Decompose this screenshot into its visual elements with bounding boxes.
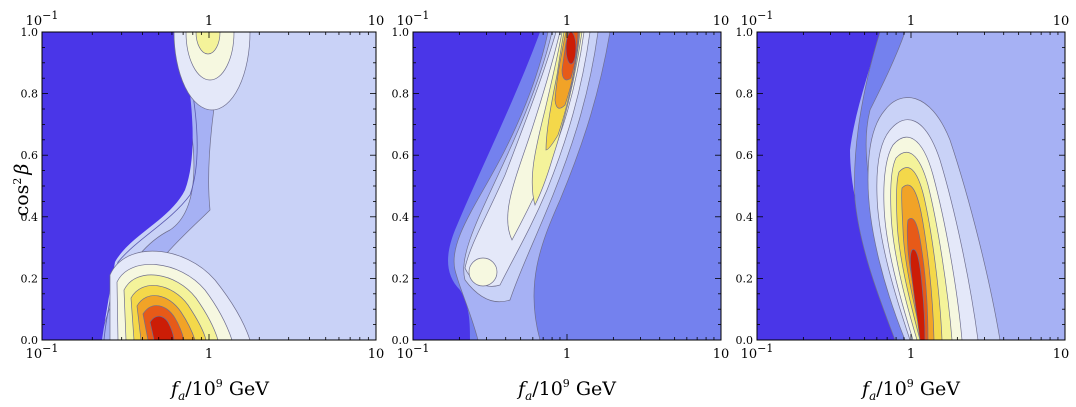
- panel-middle: 10−1 1 10 10−1 1 10 0.0 0.2 0.4 0.6 0.8 1.0: [392, 9, 730, 362]
- svg-text:fa/109 GeV: fa/109 GeV: [516, 377, 616, 403]
- contour-level-0: [757, 32, 900, 340]
- panel-left-contours: [42, 32, 376, 340]
- x-tick-label-top: 10−1: [397, 9, 430, 29]
- x-tick-label-top: 1: [563, 14, 571, 29]
- contour-level-10: [909, 249, 926, 340]
- y-tick-label: 0.8: [736, 88, 754, 101]
- xlabel-sub: a: [525, 389, 532, 403]
- ylabel-cos: cos: [11, 185, 33, 217]
- svg-text:fa/109 GeV: fa/109 GeV: [860, 377, 960, 403]
- y-tick-label: 0.4: [736, 211, 754, 224]
- svg-text:cos2β: cos2 β: [11, 164, 33, 217]
- x-tick-label: 10: [713, 347, 730, 362]
- x-axis-label-left: fa/109 GeV: [169, 377, 269, 403]
- x-tick-label: 1: [205, 347, 213, 362]
- xlabel-unit: GeV: [914, 378, 960, 400]
- x-axis-label-right: fa/109 GeV: [860, 377, 960, 403]
- panel-right: 10−1 1 10 10−1 1 10 0.0 0.2 0.4 0.6 0.8 1.0: [736, 9, 1070, 362]
- svg-text:fa/109 GeV: fa/109 GeV: [169, 377, 269, 403]
- ylabel-exp: 2: [11, 178, 24, 185]
- y-tick-label: 0.2: [392, 272, 410, 285]
- x-tick-label-top: 10: [713, 14, 730, 29]
- y-tick-label: 0.0: [736, 334, 754, 347]
- y-tick-label: 0.6: [392, 149, 410, 162]
- x-tick-label-top: 10−1: [741, 9, 774, 29]
- y-tick-label: 0.0: [392, 334, 410, 347]
- xlabel-exp: 9: [216, 377, 223, 390]
- y-tick-label: 1.0: [392, 26, 410, 39]
- x-axis-label-middle: fa/109 GeV: [516, 377, 616, 403]
- xlabel-f: f: [860, 378, 872, 400]
- panel-left-axes: 10−1 1 10 10−1 1 10 0.0 0.2 0.4 0.6 0.8 1.0: [21, 9, 385, 362]
- xlabel-sub: a: [869, 389, 876, 403]
- panel-middle-axes: 10−1 1 10 10−1 1 10 0.0 0.2 0.4 0.6 0.8 1.0: [392, 9, 730, 362]
- xlabel-sub: a: [178, 389, 185, 403]
- x-tick-label: 10−1: [397, 342, 430, 362]
- xlabel-unit: GeV: [570, 378, 616, 400]
- x-tick-label: 10: [368, 347, 385, 362]
- x-tick-label-top: 10: [1053, 14, 1070, 29]
- x-tick-label-top: 1: [205, 14, 213, 29]
- y-tick-label: 0.0: [21, 334, 39, 347]
- y-tick-label: 0.2: [21, 272, 39, 285]
- panel-middle-contours: [413, 32, 721, 340]
- panel-right-axes: 10−1 1 10 10−1 1 10 0.0 0.2 0.4 0.6 0.8 1.0: [736, 9, 1070, 362]
- y-tick-label: 1.0: [21, 26, 39, 39]
- xlabel-exp: 9: [907, 377, 914, 390]
- x-tick-label-top: 10−1: [26, 9, 59, 29]
- x-tick-label-top: 1: [907, 14, 915, 29]
- y-axis-label: cos2 β: [11, 164, 33, 217]
- contour-level-5-low: [468, 257, 498, 287]
- y-tick-label: 0.4: [21, 211, 39, 224]
- contour-level-10: [149, 315, 175, 340]
- panel-left: 10−1 1 10 10−1 1 10 0.0 0.2 0.4 0.6 0.8 1.0: [21, 9, 385, 362]
- contour-level-0: [42, 32, 193, 340]
- y-tick-label: 0.8: [21, 88, 39, 101]
- contour-level-0: [413, 32, 540, 340]
- y-tick-label: 0.8: [392, 88, 410, 101]
- xlabel-exp: 9: [563, 377, 570, 390]
- x-tick-label-top: 10: [368, 14, 385, 29]
- y-tick-label: 0.4: [392, 211, 410, 224]
- xlabel-unit: GeV: [223, 378, 269, 400]
- x-tick-label: 10−1: [741, 342, 774, 362]
- xlabel-div: /10: [532, 378, 563, 400]
- panel-right-contours: [757, 32, 1065, 340]
- xlabel-f: f: [169, 378, 181, 400]
- xlabel-div: /10: [876, 378, 907, 400]
- x-tick-label: 1: [907, 347, 915, 362]
- y-tick-label: 0.2: [736, 272, 754, 285]
- x-tick-label: 10: [1053, 347, 1070, 362]
- contour-level-6-top: [195, 32, 221, 55]
- xlabel-div: /10: [185, 378, 216, 400]
- contour-level-10: [565, 32, 577, 65]
- y-tick-label: 1.0: [736, 26, 754, 39]
- y-tick-label: 0.6: [736, 149, 754, 162]
- x-tick-label: 1: [563, 347, 571, 362]
- x-tick-label: 10−1: [26, 342, 59, 362]
- xlabel-f: f: [516, 378, 528, 400]
- ylabel-beta: β: [11, 164, 33, 176]
- y-tick-label: 0.6: [21, 149, 39, 162]
